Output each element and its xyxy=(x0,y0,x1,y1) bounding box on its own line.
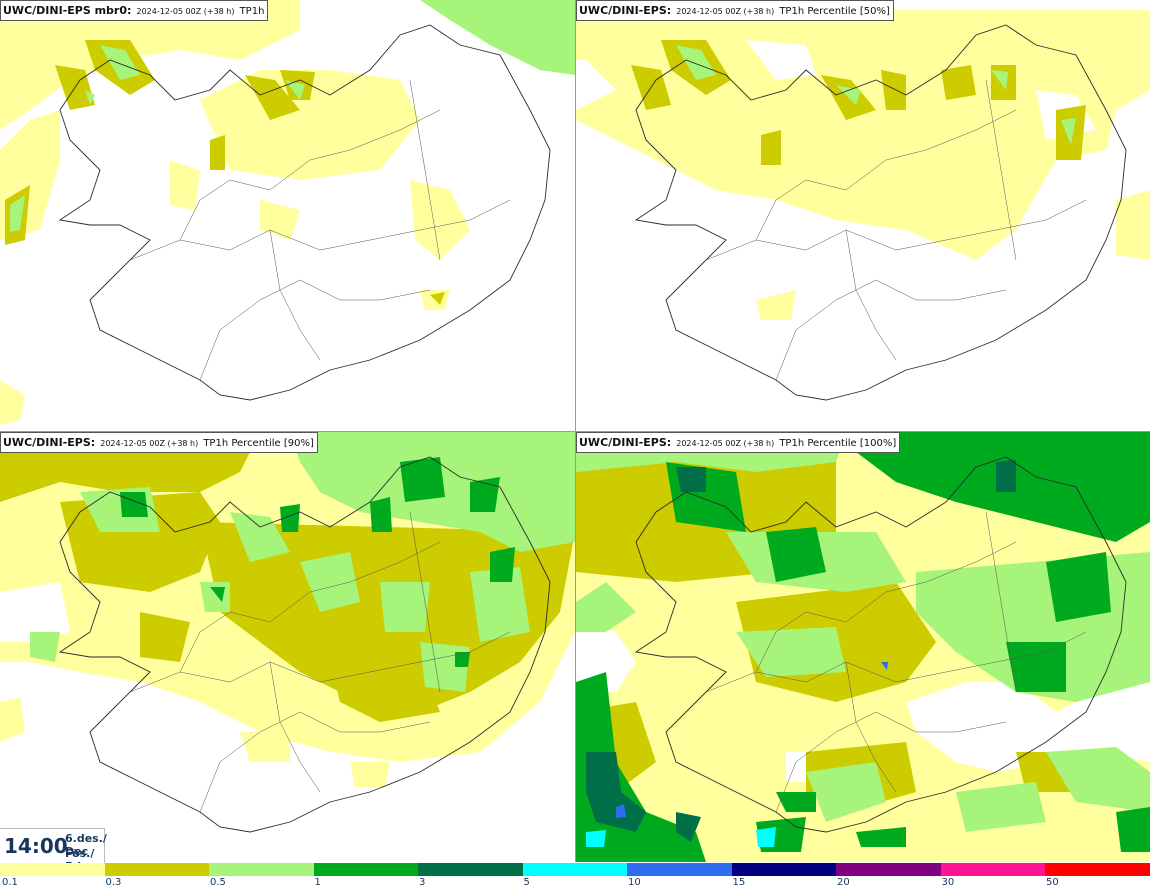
field-name: TP1h Percentile [100%] xyxy=(779,438,897,449)
legend-swatch xyxy=(731,863,837,876)
legend-swatch xyxy=(1045,863,1150,876)
legend-swatch xyxy=(104,863,210,876)
legend-tick-label: 0.3 xyxy=(105,877,122,888)
legend-tick-label: 30 xyxy=(941,877,955,888)
panel-title: UWC/DINI-EPS: 2024-12-05 00Z (+38 h) TP1… xyxy=(576,0,894,21)
run-time: 2024-12-05 00Z (+38 h) xyxy=(676,7,775,16)
legend-tick-label: 10 xyxy=(628,877,641,888)
precip-color-legend xyxy=(0,863,1150,876)
valid-time: 14:00 xyxy=(4,834,68,858)
field-name: TP1h Percentile [50%] xyxy=(779,6,890,17)
model-name: UWC/DINI-EPS xyxy=(579,436,667,449)
legend-swatch xyxy=(522,863,628,876)
panel-title: UWC/DINI-EPS: 2024-12-05 00Z (+38 h) TP1… xyxy=(576,432,901,453)
precip-map-mbr0 xyxy=(0,0,575,425)
legend-tick-label: 20 xyxy=(837,877,850,888)
model-name: UWC/DINI-EPS xyxy=(579,4,667,17)
panel-title: UWC/DINI-EPS mbr0: 2024-12-05 00Z (+38 h… xyxy=(0,0,269,21)
legend-swatch xyxy=(313,863,419,876)
precip-map-p50 xyxy=(576,10,1150,401)
map-panel-mbr0: UWC/DINI-EPS mbr0: 2024-12-05 00Z (+38 h… xyxy=(0,0,575,430)
field-name: TP1h xyxy=(239,6,265,17)
precip-legend-ticks: 0.1 0.3 0.5 1 3 5 10 15 20 30 50 xyxy=(0,876,1150,891)
run-time: 2024-12-05 00Z (+38 h) xyxy=(676,439,775,448)
run-time: 2024-12-05 00Z (+38 h) xyxy=(100,439,199,448)
legend-swatch xyxy=(627,863,732,876)
valid-time-box: 14:00 6.des./ Dec Fös./ Fri xyxy=(0,828,107,873)
map-panel-p100: UWC/DINI-EPS: 2024-12-05 00Z (+38 h) TP1… xyxy=(576,432,1150,862)
precip-map-p100 xyxy=(576,432,1150,862)
valid-date: 6.des./ Dec xyxy=(65,832,107,858)
legend-tick-label: 50 xyxy=(1046,877,1059,888)
precip-map-p90 xyxy=(0,432,575,833)
field-name: TP1h Percentile [90%] xyxy=(203,438,314,449)
legend-swatch xyxy=(0,863,105,876)
legend-swatch xyxy=(836,863,941,876)
legend-tick-label: 3 xyxy=(419,877,426,888)
legend-tick-label: 15 xyxy=(732,877,746,888)
legend-swatch xyxy=(209,863,314,876)
model-name: UWC/DINI-EPS mbr0 xyxy=(3,4,127,17)
legend-swatch xyxy=(940,863,1046,876)
map-panel-p90: UWC/DINI-EPS: 2024-12-05 00Z (+38 h) TP1… xyxy=(0,432,575,862)
map-panel-p50: UWC/DINI-EPS: 2024-12-05 00Z (+38 h) TP1… xyxy=(576,0,1150,430)
legend-tick-label: 1 xyxy=(314,877,321,888)
legend-tick-label: 0.1 xyxy=(2,877,18,888)
legend-tick-label: 5 xyxy=(523,877,530,888)
legend-tick-label: 0.5 xyxy=(210,877,226,888)
panel-title: UWC/DINI-EPS: 2024-12-05 00Z (+38 h) TP1… xyxy=(0,432,318,453)
legend-swatch xyxy=(418,863,523,876)
run-time: 2024-12-05 00Z (+38 h) xyxy=(136,7,235,16)
panel-divider-horizontal xyxy=(0,431,1150,432)
model-name: UWC/DINI-EPS xyxy=(3,436,91,449)
